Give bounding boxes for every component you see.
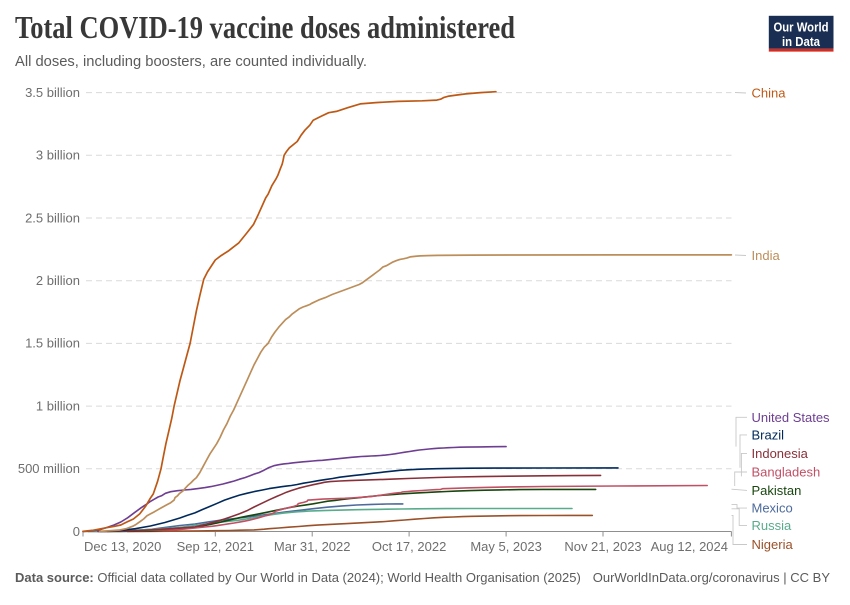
svg-text:Mexico: Mexico — [752, 501, 793, 516]
svg-text:2 billion: 2 billion — [36, 273, 80, 288]
svg-text:Bangladesh: Bangladesh — [752, 465, 821, 480]
svg-text:Aug 12, 2024: Aug 12, 2024 — [651, 539, 728, 554]
svg-text:in Data: in Data — [782, 34, 821, 49]
svg-text:Brazil: Brazil — [752, 427, 785, 442]
svg-text:3.5 billion: 3.5 billion — [25, 85, 80, 100]
svg-text:Mar 31, 2022: Mar 31, 2022 — [274, 539, 351, 554]
svg-text:Nov 21, 2023: Nov 21, 2023 — [564, 539, 641, 554]
svg-text:Dec 13, 2020: Dec 13, 2020 — [84, 539, 161, 554]
svg-text:Pakistan: Pakistan — [752, 483, 802, 498]
svg-text:500 million: 500 million — [18, 461, 80, 476]
svg-text:OurWorldInData.org/coronavirus: OurWorldInData.org/coronavirus | CC BY — [593, 570, 831, 585]
svg-text:All doses, including boosters,: All doses, including boosters, are count… — [15, 54, 367, 70]
svg-text:Russia: Russia — [752, 518, 793, 533]
svg-text:Indonesia: Indonesia — [752, 446, 809, 461]
svg-text:United States: United States — [752, 410, 831, 425]
svg-text:China: China — [752, 86, 787, 101]
svg-text:2.5 billion: 2.5 billion — [25, 210, 80, 225]
svg-text:Total COVID-19 vaccine doses a: Total COVID-19 vaccine doses administere… — [15, 9, 515, 45]
svg-text:3 billion: 3 billion — [36, 148, 80, 163]
svg-text:India: India — [752, 248, 781, 263]
svg-text:0: 0 — [73, 524, 80, 539]
svg-text:1.5 billion: 1.5 billion — [25, 336, 80, 351]
svg-text:Nigeria: Nigeria — [752, 537, 794, 552]
svg-text:1 billion: 1 billion — [36, 398, 80, 413]
svg-text:Data source: Official data col: Data source: Official data collated by O… — [15, 570, 581, 585]
svg-text:May 5, 2023: May 5, 2023 — [470, 539, 542, 554]
svg-text:Oct 17, 2022: Oct 17, 2022 — [372, 539, 446, 554]
svg-text:Sep 12, 2021: Sep 12, 2021 — [177, 539, 254, 554]
svg-text:Our World: Our World — [774, 20, 829, 35]
